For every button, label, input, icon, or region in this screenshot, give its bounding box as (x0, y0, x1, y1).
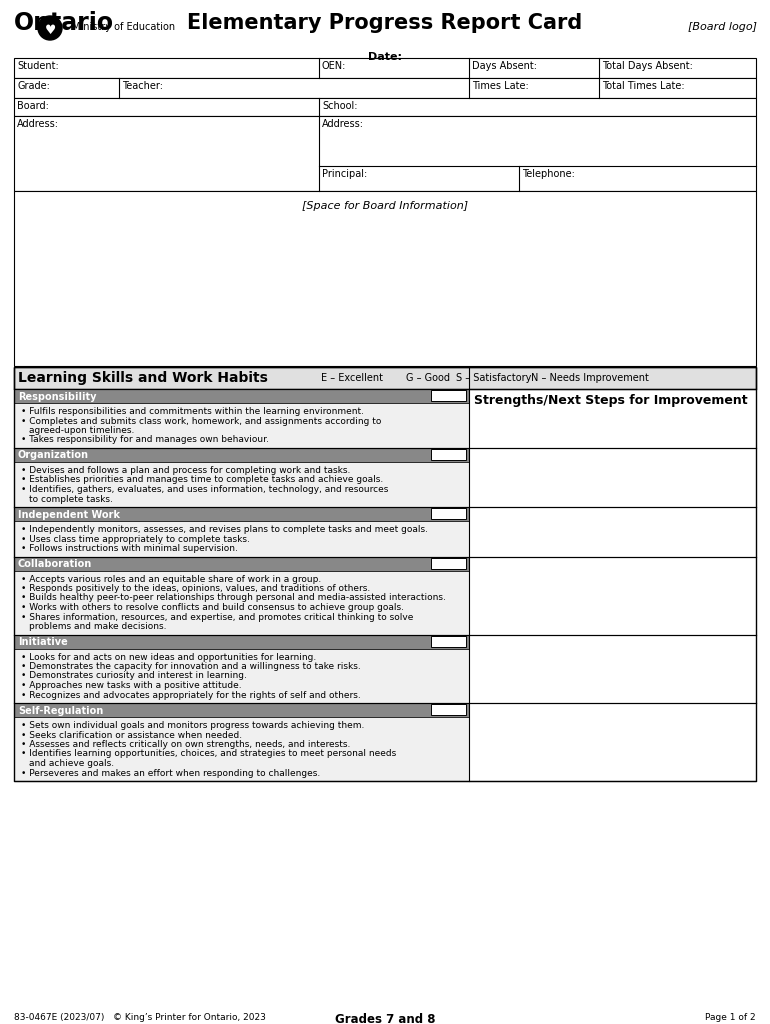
Text: • Identifies learning opportunities, choices, and strategies to meet personal ne: • Identifies learning opportunities, cho… (21, 750, 397, 759)
Text: • Follows instructions with minimal supervision.: • Follows instructions with minimal supe… (21, 544, 238, 553)
Text: Board:: Board: (17, 101, 49, 111)
Text: Address:: Address: (17, 119, 59, 129)
Bar (14, 449, 469, 462)
Text: • Assesses and reflects critically on own strengths, needs, and interests.: • Assesses and reflects critically on ow… (21, 740, 350, 749)
Text: • Identifies, gathers, evaluates, and uses information, technology, and resource: • Identifies, gathers, evaluates, and us… (21, 485, 388, 494)
Bar (431, 557, 466, 568)
Text: Address:: Address: (322, 119, 364, 129)
Text: • Devises and follows a plan and process for completing work and tasks.: • Devises and follows a plan and process… (21, 466, 350, 475)
Text: • Fulfils responsibilities and commitments within the learning environment.: • Fulfils responsibilities and commitmen… (21, 407, 364, 416)
Text: Responsibility: Responsibility (18, 391, 96, 401)
Bar (14, 521, 469, 556)
Text: Principal:: Principal: (322, 169, 367, 179)
Text: • Works with others to resolve conflicts and build consensus to achieve group go: • Works with others to resolve conflicts… (21, 603, 404, 612)
Bar (14, 58, 756, 78)
Text: [Space for Board Information]: [Space for Board Information] (302, 201, 468, 211)
Text: Student:: Student: (17, 61, 59, 71)
Bar (14, 98, 756, 116)
Bar (431, 636, 466, 646)
Bar (431, 705, 466, 715)
Text: • Completes and submits class work, homework, and assignments according to: • Completes and submits class work, home… (21, 417, 381, 426)
Bar (14, 462, 469, 507)
Text: Strengths/Next Steps for Improvement: Strengths/Next Steps for Improvement (474, 394, 748, 407)
Text: Telephone:: Telephone: (522, 169, 575, 179)
Bar (14, 717, 469, 781)
Text: Total Days Absent:: Total Days Absent: (602, 61, 693, 71)
Text: Grade:: Grade: (17, 81, 50, 91)
Text: • Takes responsibility for and manages own behaviour.: • Takes responsibility for and manages o… (21, 435, 269, 444)
Bar (14, 116, 756, 191)
Text: Ministry of Education: Ministry of Education (72, 22, 175, 32)
Text: Self-Regulation: Self-Regulation (18, 706, 103, 716)
Text: • Seeks clarification or assistance when needed.: • Seeks clarification or assistance when… (21, 730, 242, 739)
Text: • Uses class time appropriately to complete tasks.: • Uses class time appropriately to compl… (21, 535, 250, 544)
Text: to complete tasks.: to complete tasks. (29, 495, 113, 504)
Text: Teacher:: Teacher: (122, 81, 163, 91)
Text: Days Absent:: Days Absent: (472, 61, 537, 71)
Bar (14, 570, 469, 635)
Text: Ontario: Ontario (14, 11, 114, 35)
Text: Date:: Date: (368, 52, 402, 62)
Bar (431, 508, 466, 519)
Bar (14, 367, 756, 781)
Text: Total Times Late:: Total Times Late: (602, 81, 685, 91)
Text: • Establishes priorities and manages time to complete tasks and achieve goals.: • Establishes priorities and manages tim… (21, 475, 383, 484)
Text: • Sets own individual goals and monitors progress towards achieving them.: • Sets own individual goals and monitors… (21, 721, 364, 730)
Bar (14, 389, 469, 403)
Text: N – Needs Improvement: N – Needs Improvement (531, 373, 649, 383)
Text: ♥: ♥ (45, 24, 55, 37)
Bar (14, 191, 756, 366)
Text: [Board logo]: [Board logo] (688, 22, 757, 32)
Text: • Perseveres and makes an effort when responding to challenges.: • Perseveres and makes an effort when re… (21, 768, 320, 777)
Text: • Accepts various roles and an equitable share of work in a group.: • Accepts various roles and an equitable… (21, 574, 321, 584)
Text: • Approaches new tasks with a positive attitude.: • Approaches new tasks with a positive a… (21, 681, 242, 690)
Text: problems and make decisions.: problems and make decisions. (29, 622, 166, 631)
Text: • Independently monitors, assesses, and revises plans to complete tasks and meet: • Independently monitors, assesses, and … (21, 525, 428, 534)
Bar (431, 390, 466, 401)
Text: G – Good: G – Good (406, 373, 450, 383)
Circle shape (38, 16, 62, 40)
Bar (14, 648, 469, 703)
Text: Times Late:: Times Late: (472, 81, 529, 91)
Bar (14, 635, 469, 648)
Text: E – Excellent: E – Excellent (321, 373, 383, 383)
Text: • Builds healthy peer-to-peer relationships through personal and media-assisted : • Builds healthy peer-to-peer relationsh… (21, 594, 446, 602)
Text: • Looks for and acts on new ideas and opportunities for learning.: • Looks for and acts on new ideas and op… (21, 652, 316, 662)
Bar (14, 367, 756, 389)
Text: Organization: Organization (18, 451, 89, 461)
Text: Grades 7 and 8: Grades 7 and 8 (335, 1013, 435, 1024)
Text: • Demonstrates the capacity for innovation and a willingness to take risks.: • Demonstrates the capacity for innovati… (21, 662, 361, 671)
Text: Initiative: Initiative (18, 637, 68, 647)
Bar (14, 703, 469, 717)
Bar (14, 78, 756, 98)
Text: agreed-upon timelines.: agreed-upon timelines. (29, 426, 135, 435)
Bar (14, 403, 469, 449)
Text: • Recognizes and advocates appropriately for the rights of self and others.: • Recognizes and advocates appropriately… (21, 690, 361, 699)
Text: • Shares information, resources, and expertise, and promotes critical thinking t: • Shares information, resources, and exp… (21, 612, 413, 622)
Bar (14, 556, 469, 570)
Text: Collaboration: Collaboration (18, 559, 92, 569)
Text: • Demonstrates curiosity and interest in learning.: • Demonstrates curiosity and interest in… (21, 672, 247, 681)
Bar (14, 507, 469, 521)
Text: and achieve goals.: and achieve goals. (29, 759, 114, 768)
Text: S – Satisfactory: S – Satisfactory (456, 373, 531, 383)
Text: Page 1 of 2: Page 1 of 2 (705, 1013, 756, 1022)
Text: OEN:: OEN: (322, 61, 347, 71)
Text: Elementary Progress Report Card: Elementary Progress Report Card (187, 13, 583, 33)
Text: School:: School: (322, 101, 357, 111)
Text: Learning Skills and Work Habits: Learning Skills and Work Habits (18, 371, 268, 385)
Text: • Responds positively to the ideas, opinions, values, and traditions of others.: • Responds positively to the ideas, opin… (21, 584, 370, 593)
Bar (431, 449, 466, 460)
Text: Independent Work: Independent Work (18, 510, 120, 519)
Text: 83-0467E (2023/07)   © King’s Printer for Ontario, 2023: 83-0467E (2023/07) © King’s Printer for … (14, 1013, 266, 1022)
